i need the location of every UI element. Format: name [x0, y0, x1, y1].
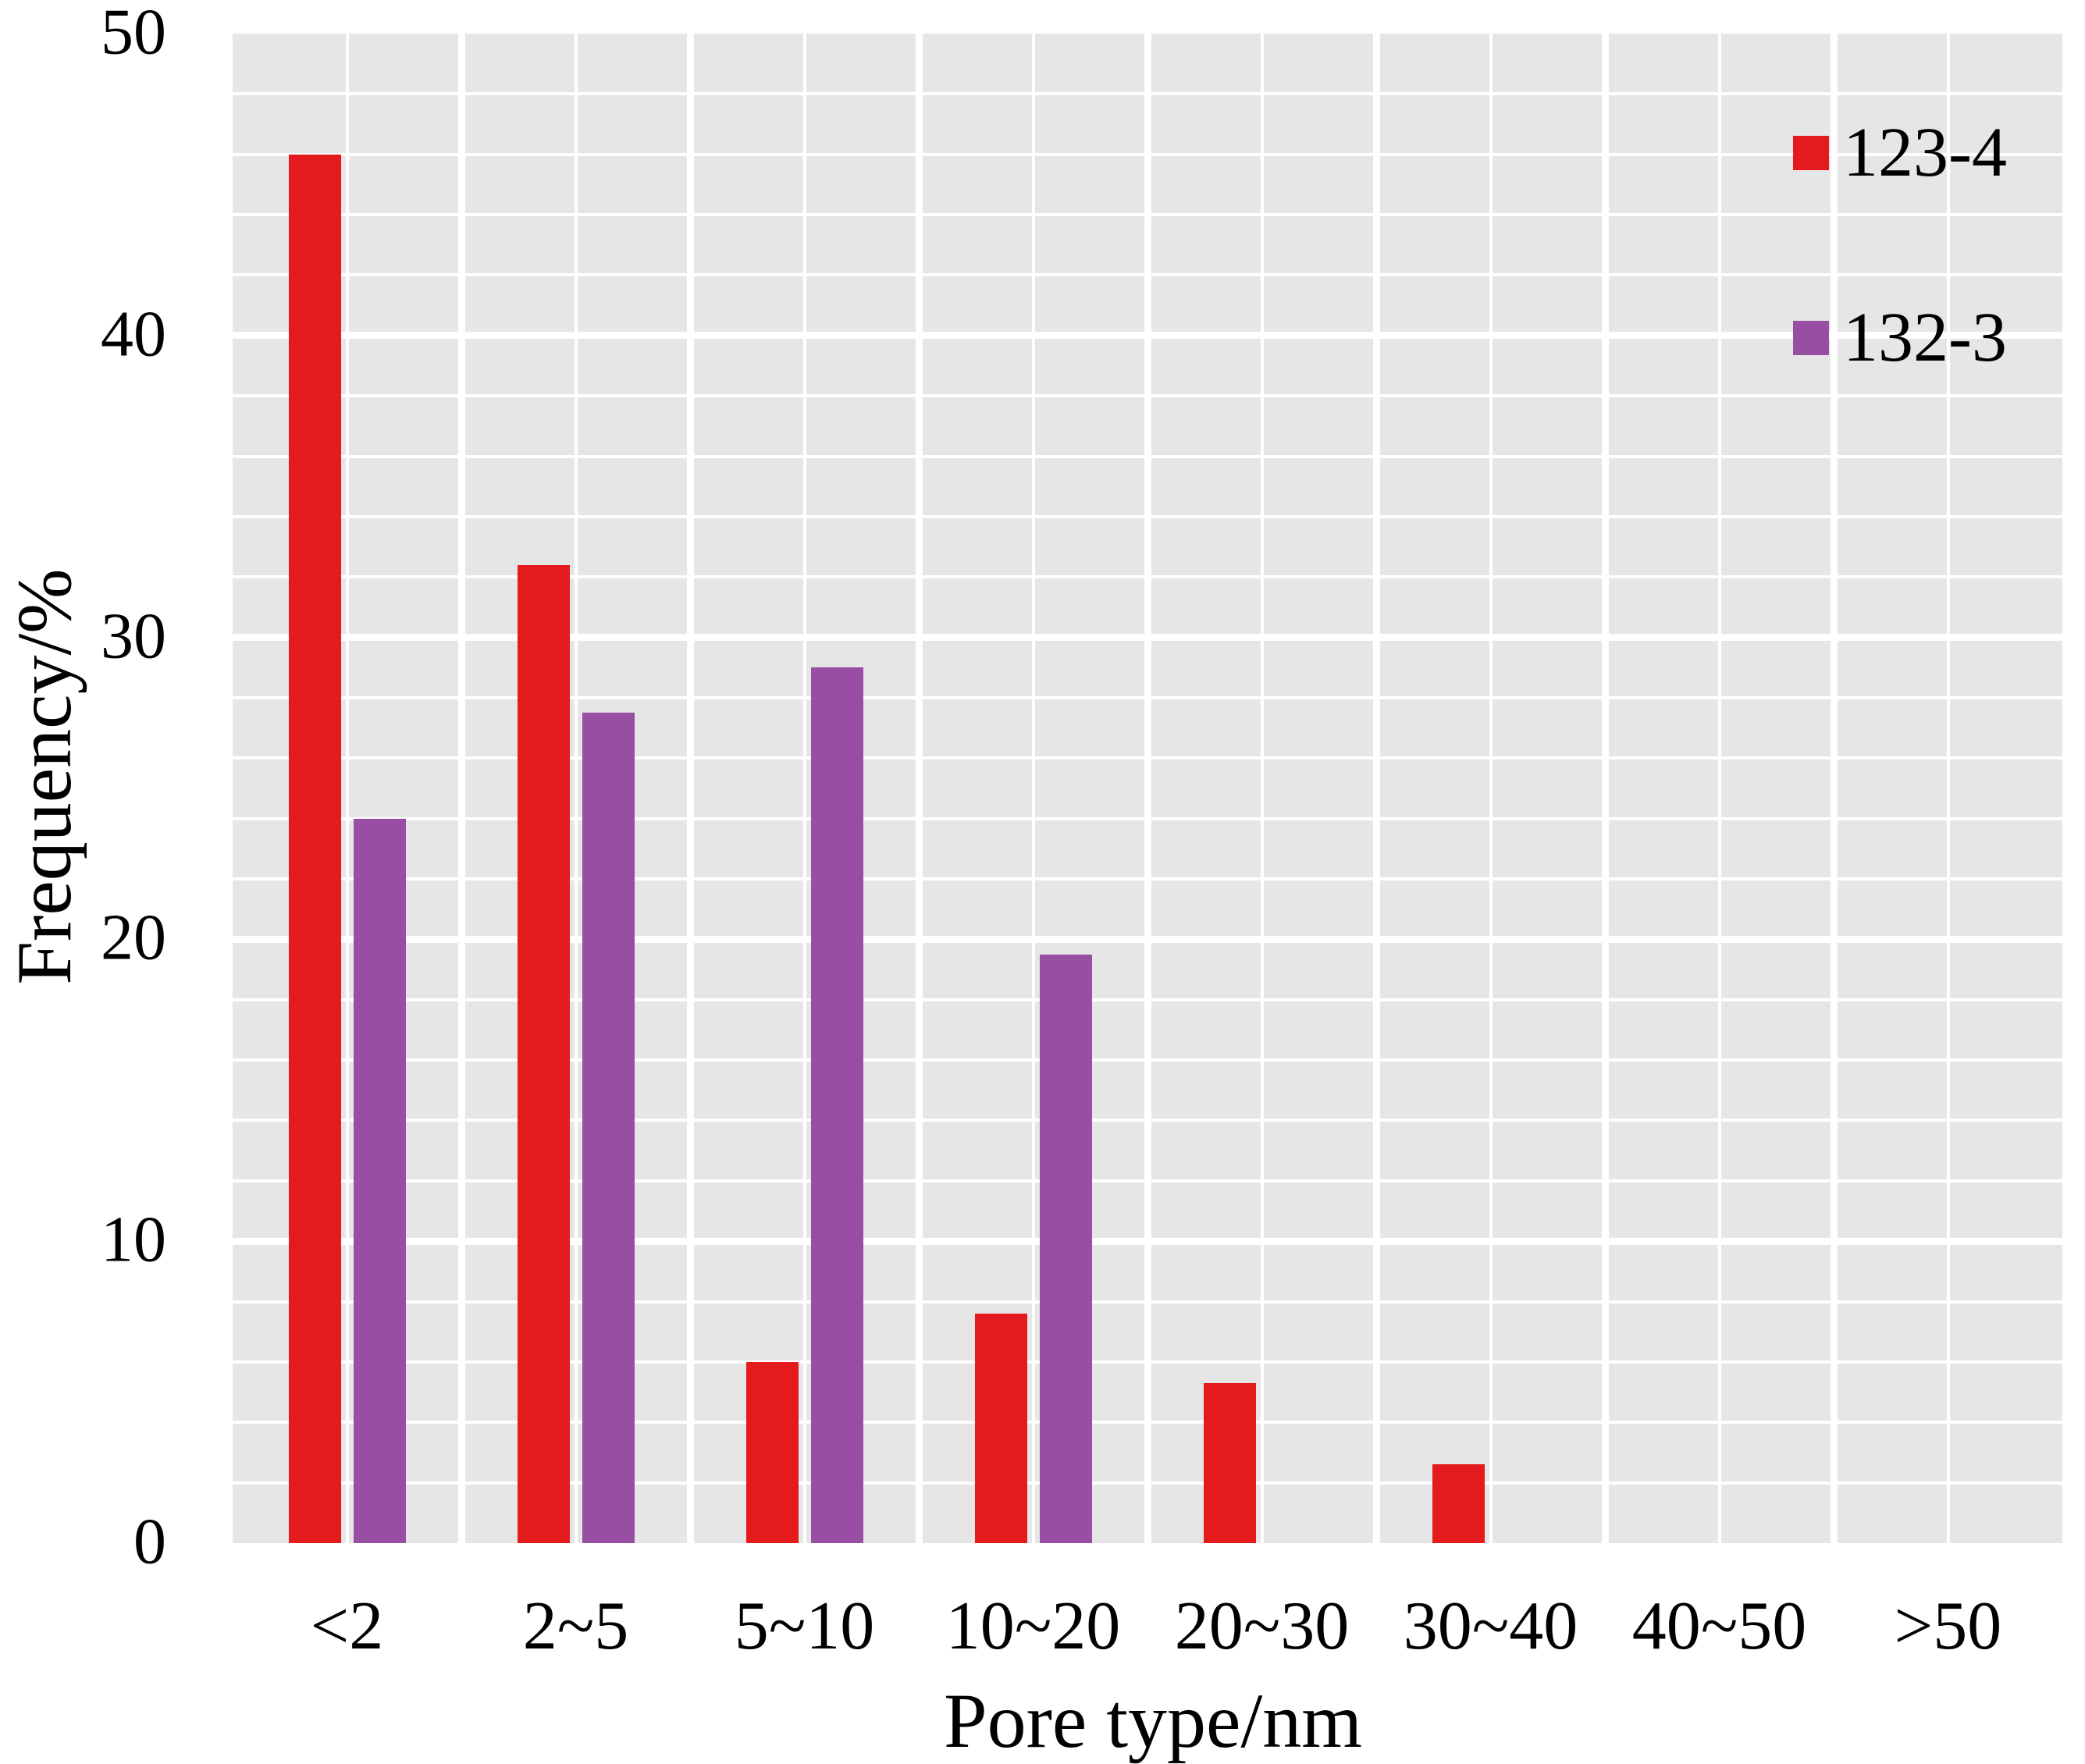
bar-132-3-2~5 [582, 713, 635, 1543]
minor-gridline-v [346, 34, 349, 1543]
bar-132-3-10~20 [1040, 955, 1092, 1543]
minor-gridline-v [1947, 34, 1950, 1543]
legend-label-series2: 132-3 [1843, 303, 2007, 373]
legend-item: 132-3 [1793, 303, 2007, 373]
y-tick-label: 10 [0, 1207, 166, 1273]
major-gridline-v [687, 34, 694, 1543]
major-gridline-v [916, 34, 923, 1543]
x-tick-label: >50 [1784, 1592, 2085, 1661]
minor-gridline-v [1261, 34, 1264, 1543]
plot-area [233, 34, 2062, 1543]
y-tick-label: 0 [0, 1509, 166, 1574]
y-axis-title: Frequency/% [5, 568, 84, 984]
major-gridline-v [1831, 34, 1838, 1543]
major-gridline-v [1144, 34, 1151, 1543]
minor-gridline-v [1718, 34, 1721, 1543]
legend-label-series1: 123-4 [1843, 118, 2007, 188]
bar-123-4-<2 [289, 155, 341, 1543]
legend-swatch-series2 [1793, 321, 1829, 355]
bar-132-3-5~10 [811, 667, 863, 1543]
legend-item: 123-4 [1793, 118, 2007, 188]
major-gridline-v [1373, 34, 1380, 1543]
minor-gridline-v [1489, 34, 1493, 1543]
minor-gridline-v [803, 34, 806, 1543]
bar-123-4-20~30 [1204, 1383, 1256, 1543]
minor-gridline-v [575, 34, 578, 1543]
bar-123-4-30~40 [1432, 1464, 1485, 1543]
y-tick-label: 40 [0, 301, 166, 367]
bar-123-4-10~20 [975, 1314, 1027, 1543]
minor-gridline-v [1032, 34, 1035, 1543]
major-gridline-v [458, 34, 465, 1543]
legend-swatch-series1 [1793, 136, 1829, 170]
x-axis-title: Pore type/nm [944, 1682, 1362, 1760]
bar-123-4-2~5 [518, 565, 570, 1543]
major-gridline-v [1602, 34, 1609, 1543]
bar-123-4-5~10 [746, 1362, 799, 1543]
bar-132-3-<2 [354, 819, 406, 1543]
y-tick-label: 50 [0, 0, 166, 65]
